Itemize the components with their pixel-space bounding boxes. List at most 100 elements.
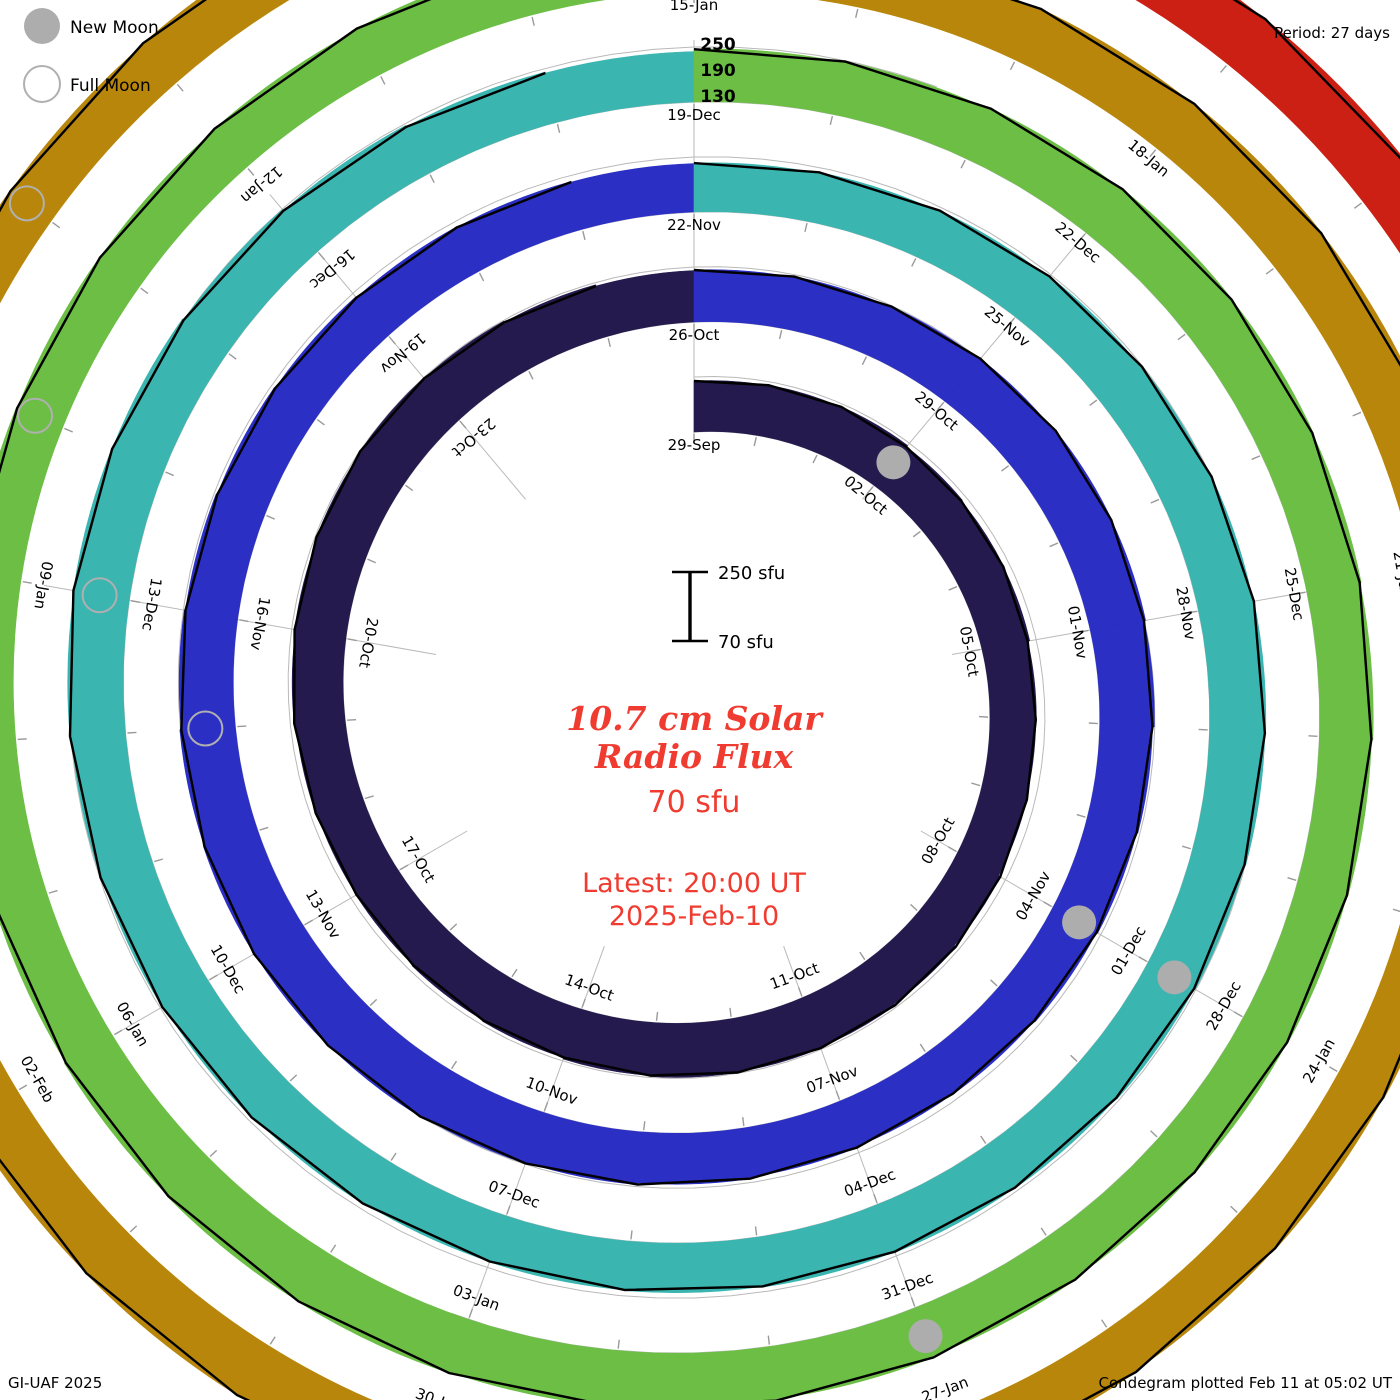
- axis-tick-190: 190: [700, 61, 736, 81]
- full-moon-icon: [23, 65, 61, 103]
- day-tick: [1009, 61, 1016, 71]
- day-tick: [506, 1205, 511, 1215]
- full-moon-marker: [8, 185, 45, 222]
- page-title-line1: 10.7 cm Solar: [566, 699, 824, 738]
- day-tick: [753, 437, 757, 447]
- day-tick: [797, 987, 803, 997]
- new-moon-marker: [908, 1319, 943, 1354]
- day-tick: [367, 558, 376, 564]
- date-label: 26-Oct: [669, 326, 720, 344]
- day-tick: [429, 174, 435, 184]
- day-tick: [911, 258, 917, 267]
- day-tick: [1150, 498, 1160, 504]
- scale-bar: 250 sfu 70 sfu: [672, 563, 785, 653]
- day-tick: [910, 903, 918, 912]
- full-moon-marker: [17, 397, 54, 434]
- day-tick: [1220, 65, 1227, 73]
- day-tick: [17, 738, 27, 741]
- day-tick: [154, 858, 164, 863]
- day-tick: [778, 330, 783, 340]
- flux-segment: [0, 1090, 130, 1274]
- day-tick: [1078, 233, 1086, 242]
- axis-tick-130: 130: [700, 87, 736, 107]
- day-tick: [209, 1149, 218, 1158]
- legend: New Moon Full Moon: [23, 8, 159, 103]
- flux-segment: [0, 739, 48, 909]
- scale-bottom-label: 70 sfu: [718, 632, 774, 653]
- day-tick: [1198, 728, 1208, 731]
- day-tick: [754, 1226, 758, 1236]
- day-tick: [1287, 877, 1297, 881]
- day-tick: [1329, 1066, 1338, 1072]
- rotation-band: [291, 270, 1038, 1078]
- radial-axis-labels: 250 190 130: [700, 35, 736, 107]
- day-tick: [767, 1335, 771, 1345]
- day-tick: [52, 221, 61, 229]
- day-tick: [364, 795, 374, 800]
- day-tick: [1088, 722, 1098, 725]
- day-tick: [1007, 317, 1015, 326]
- day-tick: [978, 715, 989, 718]
- day-tick: [866, 486, 874, 495]
- day-tick: [450, 1060, 458, 1069]
- flux-segment: [1227, 18, 1400, 203]
- flux-segment: [1078, 961, 1195, 1100]
- date-label: 19-Dec: [667, 106, 721, 124]
- flux-segment: [356, 0, 533, 76]
- day-tick: [861, 356, 868, 366]
- legend-new-moon-label: New Moon: [70, 18, 159, 38]
- day-tick: [48, 889, 58, 894]
- flux-segment: [958, 566, 1031, 650]
- day-tick: [140, 287, 149, 295]
- day-tick: [804, 222, 808, 233]
- day-tick: [511, 968, 518, 978]
- page-title-line2: Radio Flux: [594, 737, 794, 776]
- day-tick: [971, 648, 981, 652]
- day-tick: [1187, 610, 1197, 614]
- day-tick: [873, 1193, 878, 1203]
- day-tick: [1233, 1011, 1243, 1017]
- flux-segment: [1089, 620, 1155, 728]
- day-tick: [835, 1090, 840, 1100]
- day-tick: [1049, 542, 1059, 548]
- day-tick: [18, 1084, 28, 1091]
- flux-outline: [180, 180, 1154, 1186]
- day-tick: [1150, 1130, 1158, 1138]
- day-tick: [347, 718, 357, 721]
- day-tick: [990, 979, 998, 987]
- flux-segment: [178, 609, 238, 731]
- day-tick: [1079, 629, 1089, 633]
- flux-segment: [1052, 817, 1138, 934]
- day-tick: [854, 8, 859, 18]
- day-tick: [478, 272, 485, 282]
- center-title-block: 10.7 cm Solar Radio Flux 70 sfu Latest: …: [566, 699, 824, 932]
- date-label: 15-Jan: [670, 0, 718, 14]
- flux-segment: [611, 1346, 777, 1400]
- day-tick: [947, 846, 957, 852]
- day-tick: [812, 454, 818, 464]
- day-tick: [316, 418, 325, 426]
- day-tick: [729, 1007, 732, 1017]
- day-tick: [468, 1308, 473, 1318]
- day-tick: [259, 826, 269, 831]
- footer-timestamp: Condegram plotted Feb 11 at 05:02 UT: [1099, 1374, 1393, 1392]
- day-tick: [1296, 591, 1306, 595]
- flux-segment: [282, 125, 430, 252]
- flux-segment: [142, 0, 290, 84]
- flux-segment: [1192, 729, 1266, 866]
- day-tick: [1308, 735, 1318, 738]
- day-tick: [449, 923, 458, 931]
- day-tick: [330, 1244, 337, 1253]
- period-label: Period: 27 days: [1274, 24, 1390, 42]
- date-label: 29-Sep: [668, 436, 721, 454]
- day-tick: [1177, 333, 1186, 341]
- flux-segment: [1362, 395, 1400, 512]
- flux-segment: [1147, 848, 1245, 990]
- rotation-band: [67, 51, 1267, 1293]
- flux-segment: [1362, 174, 1400, 254]
